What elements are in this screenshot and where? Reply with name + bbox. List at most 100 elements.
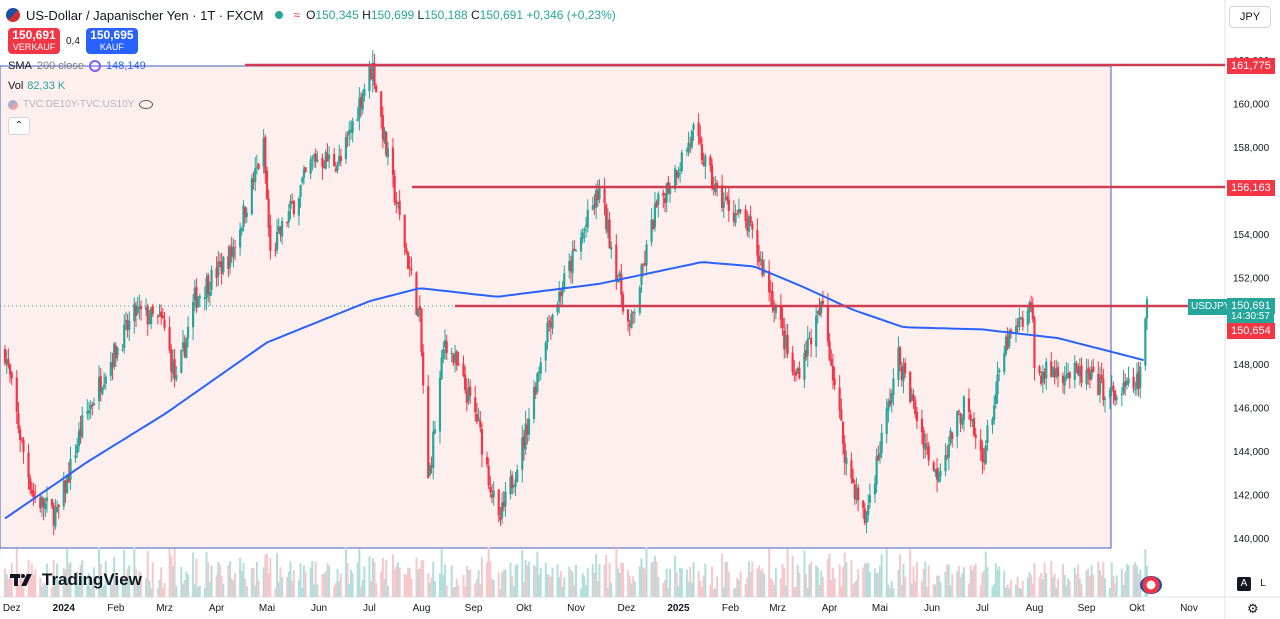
volume-bar <box>979 585 982 597</box>
volume-bar <box>479 583 482 597</box>
volume-bar <box>145 577 148 597</box>
candles <box>3 49 1149 536</box>
buy-button[interactable]: 150,695 KAUF <box>85 28 138 54</box>
volume-bar <box>769 577 772 597</box>
time-axis[interactable]: Dez 2024 Feb Mrz Apr Mai Jun Jul Aug Sep Okt Nov Dez… <box>3 603 1198 614</box>
candle-body <box>798 367 801 379</box>
volume-bars <box>4 546 1148 597</box>
volume-bar <box>674 555 677 597</box>
chart-settings-icon[interactable]: ⚙ <box>1247 601 1259 616</box>
volume-bar <box>45 563 48 597</box>
volume-legend[interactable]: Vol 82,33 K <box>8 80 65 92</box>
candle-body <box>902 364 905 382</box>
auto-scale-button[interactable]: A <box>1237 577 1251 591</box>
candle-body <box>865 513 868 523</box>
volume-bar <box>123 550 126 597</box>
spread-indicator-legend[interactable]: TVC:DE10Y-TVC:US10Y <box>8 99 154 110</box>
sma-legend[interactable]: SMA 200 close 148,149 <box>8 60 146 72</box>
collapse-legend-button[interactable]: ⌃ <box>8 117 30 135</box>
candle-body <box>111 363 114 368</box>
volume-bar <box>1043 562 1046 597</box>
candle-body <box>380 91 383 117</box>
candle-body <box>1139 366 1142 388</box>
candle-body <box>556 304 559 313</box>
volume-bar <box>15 548 18 597</box>
candle-body <box>1019 317 1023 319</box>
volume-bar <box>309 567 312 597</box>
volume-bar <box>427 572 430 597</box>
volume-bar <box>504 569 507 597</box>
candle-body <box>281 221 284 237</box>
volume-bar <box>680 568 683 597</box>
volume-bar <box>1110 562 1113 597</box>
candle-body <box>410 269 413 271</box>
candle-body <box>405 247 408 253</box>
sell-button[interactable]: 150,691 VERKAUF <box>8 28 60 54</box>
candle-body <box>509 476 512 494</box>
economic-events-flag-icon[interactable] <box>1140 576 1162 594</box>
volume-bar <box>323 573 326 597</box>
volume-bar <box>161 587 164 597</box>
candle-body <box>20 438 23 440</box>
log-scale-button[interactable]: L <box>1260 578 1266 589</box>
volume-bar <box>138 571 141 597</box>
candle-body <box>499 516 502 520</box>
candle-body <box>442 349 445 359</box>
candle-body <box>726 196 729 201</box>
candle-body <box>704 155 707 167</box>
hidden-eye-icon[interactable] <box>139 100 154 109</box>
candle-body <box>312 154 316 157</box>
symbol-title[interactable]: US-Dollar / Japanischer Yen · 1T · FXCM <box>26 7 264 23</box>
volume-bar <box>338 581 341 597</box>
sma-settings-icon[interactable] <box>88 60 101 72</box>
volume-bar <box>655 561 658 597</box>
volume-bar <box>207 562 210 597</box>
x-tick-label: 2024 <box>53 603 76 614</box>
volume-bar <box>464 586 467 597</box>
candle-body <box>346 134 349 136</box>
tradingview-logo[interactable]: TradingView <box>10 570 142 590</box>
close-label: C <box>470 8 480 22</box>
candle-body <box>477 417 480 421</box>
candle-body <box>464 374 467 391</box>
candle-body <box>663 197 667 204</box>
volume-bar <box>865 563 868 597</box>
candle-body <box>1112 385 1115 392</box>
volume-bar <box>603 564 606 597</box>
volume-bar <box>581 572 584 597</box>
candle-body <box>652 220 655 230</box>
candle-body <box>746 218 749 231</box>
candle-body <box>934 469 937 473</box>
volume-bar <box>739 571 742 597</box>
volume-bar <box>64 569 67 597</box>
candle-body <box>1090 369 1093 379</box>
volume-bar <box>900 584 903 597</box>
volume-bar <box>899 554 902 597</box>
candle-body <box>81 415 84 438</box>
candle-body <box>375 85 378 93</box>
volume-bar <box>180 566 183 597</box>
candle-body <box>1102 378 1105 401</box>
x-tick-label: Sep <box>1078 603 1096 614</box>
volume-bar <box>596 581 599 597</box>
volume-bar <box>101 586 104 597</box>
candle-body <box>880 432 883 454</box>
candle-body <box>581 232 584 239</box>
candle-body <box>890 393 893 403</box>
volume-bar <box>316 584 319 597</box>
candle-body <box>605 204 608 230</box>
candle-body <box>511 475 514 488</box>
candle-body <box>316 159 319 162</box>
volume-bar <box>121 582 124 597</box>
currency-selector[interactable]: JPY <box>1229 6 1271 28</box>
volume-bar <box>885 548 888 597</box>
candle-body <box>326 154 329 162</box>
candle-body <box>615 244 618 281</box>
candle-body <box>1108 389 1112 398</box>
candle-body <box>373 63 376 86</box>
candle-body <box>524 423 527 450</box>
volume-bar <box>1033 563 1036 597</box>
volume-bar <box>497 572 500 597</box>
candle-body <box>116 347 119 356</box>
